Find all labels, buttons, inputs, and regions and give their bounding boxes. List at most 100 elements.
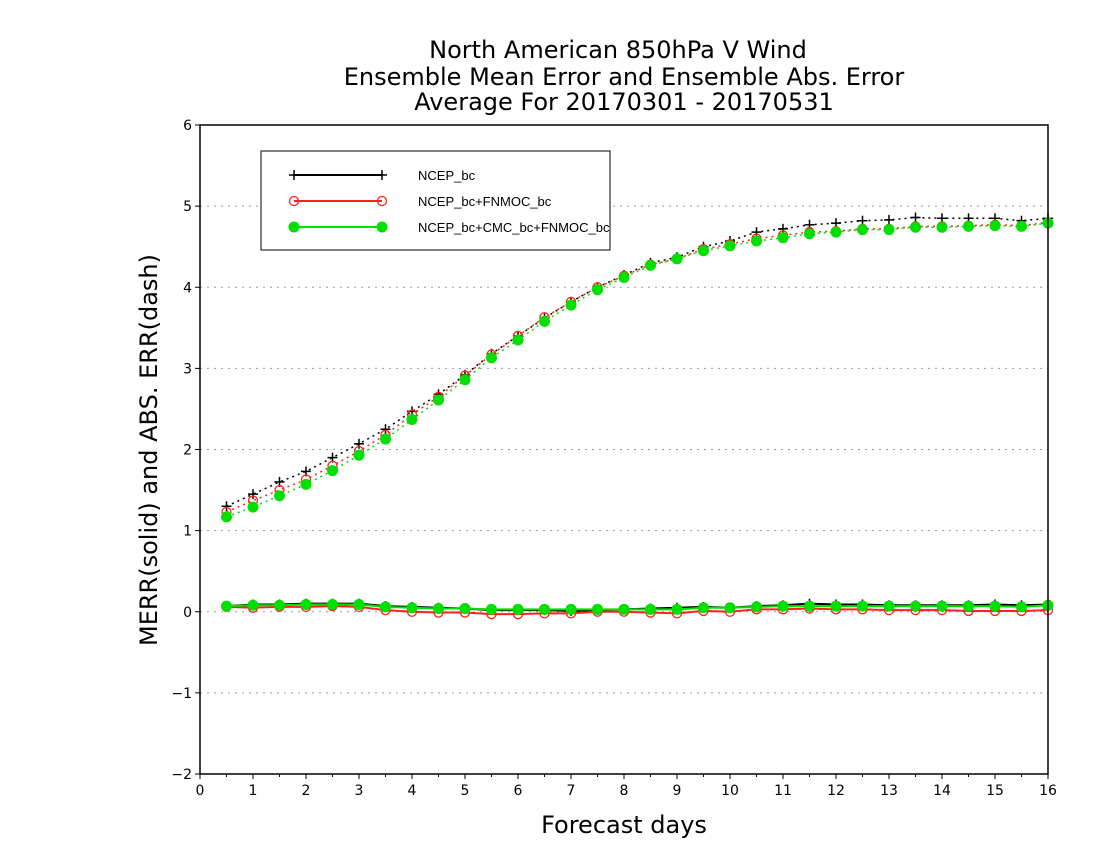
legend-item-2: NCEP_bc+CMC_bc+FNMOC_bc <box>288 220 610 235</box>
merr-point <box>883 600 895 612</box>
x-tick-label: 13 <box>880 783 898 799</box>
abs-err-point <box>327 465 338 477</box>
abs-err-point <box>698 245 709 257</box>
abs-err-point <box>592 284 603 296</box>
legend: NCEP_bc NCEP_bc+FNMOC_bc NCEP_bc+CMC_bc+FN… <box>260 150 611 251</box>
x-tick-label: 4 <box>408 783 417 799</box>
abs-err-point <box>486 352 497 364</box>
y-axis-label: MERR(solid) and ABS. ERR(dash) <box>135 254 163 646</box>
x-tick-label: 14 <box>933 783 951 799</box>
x-axis-label: Forecast days <box>541 811 707 839</box>
y-tick-label: −1 <box>171 686 192 702</box>
merr-point <box>274 599 285 611</box>
legend-marker-right <box>376 195 388 207</box>
x-tick-label: 15 <box>986 783 1004 799</box>
abs-err-point <box>539 315 550 327</box>
abs-err-point <box>910 221 921 233</box>
abs-err-point <box>300 478 312 490</box>
y-tick-label: 0 <box>183 605 192 621</box>
merr-point <box>830 600 842 612</box>
merr-point <box>406 602 418 614</box>
x-tick-label: 5 <box>461 783 470 799</box>
abs-err-point <box>354 438 364 449</box>
merr-point <box>459 603 471 615</box>
x-tick-label: 10 <box>721 783 739 799</box>
x-tick-label: 3 <box>355 783 364 799</box>
abs-err-point <box>830 226 842 238</box>
abs-err-point <box>857 224 868 236</box>
abs-err-point <box>247 501 259 513</box>
abs-err-point <box>671 253 683 265</box>
abs-err-point <box>777 232 789 244</box>
abs-err-point <box>274 490 285 502</box>
merr-point <box>777 600 789 612</box>
abs-err-point <box>751 227 762 238</box>
legend-label: NCEP_bc+FNMOC_bc <box>418 194 552 209</box>
merr-point <box>963 600 974 612</box>
merr-point <box>618 603 630 615</box>
merr-point <box>380 601 391 613</box>
abs-err-point <box>406 413 418 425</box>
abs-err-point <box>1016 220 1027 232</box>
series-abs-err-line <box>226 221 1049 513</box>
legend-item-1: NCEP_bc+FNMOC_bc <box>288 194 552 209</box>
x-tick-label: 7 <box>567 783 576 799</box>
abs-err-point <box>380 424 391 435</box>
series-1 <box>221 217 1054 620</box>
y-tick-label: 4 <box>183 280 192 296</box>
plot-frame <box>199 124 1049 775</box>
merr-point <box>565 603 577 615</box>
abs-err-point <box>883 224 895 236</box>
abs-err-point <box>353 449 365 461</box>
abs-err-point <box>751 235 762 247</box>
abs-err-point <box>459 374 471 386</box>
merr-point <box>936 600 948 612</box>
abs-err-point <box>989 220 1001 232</box>
series-abs-err-line <box>226 216 1049 507</box>
chart-title-line1: North American 850hPa V Wind <box>429 36 807 64</box>
merr-point <box>512 603 524 615</box>
merr-point <box>645 603 656 615</box>
merr-point <box>724 602 736 614</box>
abs-err-point <box>804 228 815 240</box>
merr-point <box>433 603 444 615</box>
x-tick-label: 12 <box>827 783 845 799</box>
abs-err-point <box>724 240 736 252</box>
abs-err-point <box>380 433 391 445</box>
series-layer <box>221 212 1054 620</box>
series-2 <box>221 217 1054 615</box>
merr-point <box>300 598 312 610</box>
legend-marker-left <box>289 170 299 180</box>
legend-item-0: NCEP_bc <box>289 168 476 183</box>
merr-point <box>592 603 603 615</box>
abs-err-point <box>778 223 788 234</box>
abs-err-point <box>433 394 444 406</box>
x-tick-label: 0 <box>196 783 205 799</box>
y-tick-label: 5 <box>183 199 192 215</box>
merr-point <box>353 598 365 610</box>
legend-marker-right <box>377 170 387 180</box>
x-tick-label: 2 <box>302 783 311 799</box>
chart-title-line3: Average For 20170301 - 20170531 <box>414 88 834 116</box>
legend-label: NCEP_bc <box>418 168 476 183</box>
chart-title-line2: Ensemble Mean Error and Ensemble Abs. Er… <box>344 63 905 91</box>
abs-err-point <box>910 212 921 223</box>
x-tick-label: 11 <box>774 783 792 799</box>
abs-err-point <box>618 272 630 284</box>
series-0 <box>221 212 1053 616</box>
y-tick-label: 2 <box>183 443 192 459</box>
abs-err-point <box>963 220 974 232</box>
y-tick-label: 6 <box>183 118 192 134</box>
x-tick-label: 16 <box>1039 783 1057 799</box>
abs-err-point <box>645 259 656 271</box>
abs-err-point <box>221 501 232 512</box>
merr-point <box>539 603 550 615</box>
abs-err-point <box>221 511 232 523</box>
merr-point <box>857 600 868 612</box>
legend-marker-left <box>288 221 300 233</box>
merr-point <box>698 602 709 614</box>
abs-err-point <box>512 334 524 346</box>
